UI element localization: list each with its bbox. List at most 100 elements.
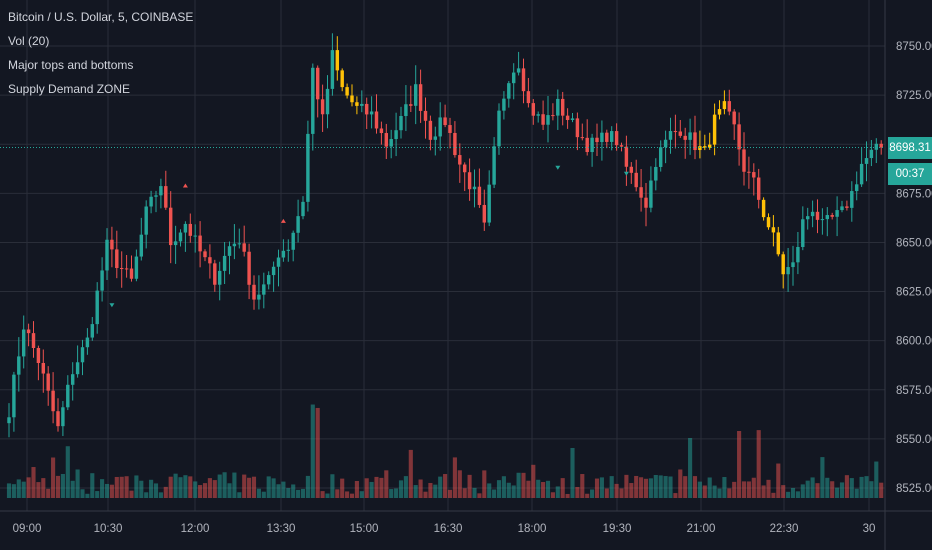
candle (384, 123, 389, 160)
candle (609, 126, 614, 151)
volume-bar (26, 477, 31, 498)
volume-bar (374, 476, 379, 498)
last-price-badge: 8698.31 (888, 136, 932, 159)
candle (266, 271, 271, 290)
candles (7, 33, 883, 438)
candle (379, 121, 384, 145)
volume-bar (722, 477, 727, 498)
candle-body (134, 256, 139, 279)
candle-body (556, 98, 560, 116)
candle (492, 137, 496, 189)
candle (399, 106, 403, 139)
volume-bar (433, 484, 438, 498)
candle-body (546, 115, 550, 125)
top-marker (182, 183, 188, 188)
volume-bar (580, 474, 585, 498)
candle (164, 170, 168, 210)
candle (560, 91, 565, 126)
candle (502, 91, 506, 120)
volume-bar (727, 488, 732, 498)
volume-bar (158, 492, 163, 498)
candle (203, 249, 207, 262)
x-tick-label: 15:00 (350, 523, 379, 535)
candle-body (707, 144, 712, 148)
volume-bar (536, 479, 541, 498)
volume-bar (560, 478, 565, 498)
candle-body (80, 347, 85, 363)
volume-bar (207, 478, 212, 498)
candle (257, 275, 261, 310)
candle (668, 117, 673, 154)
candle (673, 114, 678, 149)
volume-bar (408, 449, 413, 498)
candle (110, 226, 114, 268)
candle (624, 135, 629, 186)
volume-bar (790, 487, 796, 498)
candle-body (355, 102, 359, 106)
candle (193, 224, 197, 253)
candle (247, 243, 251, 300)
candle (879, 140, 883, 155)
candle-body (350, 95, 354, 103)
candle (443, 104, 447, 128)
volume-bar (854, 488, 859, 498)
candle-body (237, 243, 242, 245)
legend-major-tops[interactable]: Major tops and bottoms (8, 58, 134, 72)
volume-bar (80, 489, 85, 498)
y-tick-label: 8725.00 (896, 90, 932, 102)
candle-body (124, 268, 129, 270)
volume-bar (153, 483, 159, 498)
candle-body (286, 249, 291, 251)
volume-bar (712, 485, 717, 498)
candle-body (649, 180, 653, 208)
volume-bar (75, 469, 80, 498)
volume-bar (183, 475, 188, 498)
candle-body (208, 257, 212, 264)
volume-bar (114, 476, 119, 498)
candle-body (51, 390, 55, 412)
volume-bar (364, 478, 369, 498)
candle (688, 118, 692, 155)
volume-bar (673, 493, 678, 498)
volume-bar (70, 480, 75, 498)
volume-bar (781, 485, 786, 498)
volume-series (6, 404, 884, 498)
volume-bar (643, 478, 649, 498)
candle (70, 362, 75, 401)
candle (835, 196, 839, 237)
candle (105, 228, 109, 281)
volume-bar (746, 481, 751, 498)
candle-body (830, 215, 834, 217)
volume-bar (403, 476, 408, 498)
candle-body (668, 131, 673, 140)
legend-vol[interactable]: Vol (20) (8, 34, 50, 48)
candle (320, 84, 325, 132)
candle (315, 65, 320, 118)
candle-body (703, 146, 707, 148)
volume-bar (173, 473, 178, 498)
candle-body (12, 374, 16, 418)
candle-body (497, 110, 501, 147)
volume-bar (330, 474, 335, 498)
candle-body (810, 211, 815, 217)
candle (497, 103, 501, 155)
candle-body (374, 111, 379, 129)
candle-body (678, 131, 683, 136)
candle-body (752, 172, 756, 178)
candle-body (379, 128, 384, 134)
legend-supply-demand[interactable]: Supply Demand ZONE (8, 82, 131, 96)
candle-body (565, 115, 570, 121)
candle (124, 255, 129, 278)
volume-bar (609, 476, 614, 498)
volume-bar (310, 404, 315, 498)
volume-bar (119, 476, 124, 498)
candle (536, 111, 540, 123)
candle (129, 255, 134, 282)
candle-body (879, 143, 883, 148)
candle-body (644, 197, 648, 208)
volume-bar (193, 481, 198, 498)
volume-bar (472, 487, 477, 498)
candle-body (605, 132, 609, 142)
